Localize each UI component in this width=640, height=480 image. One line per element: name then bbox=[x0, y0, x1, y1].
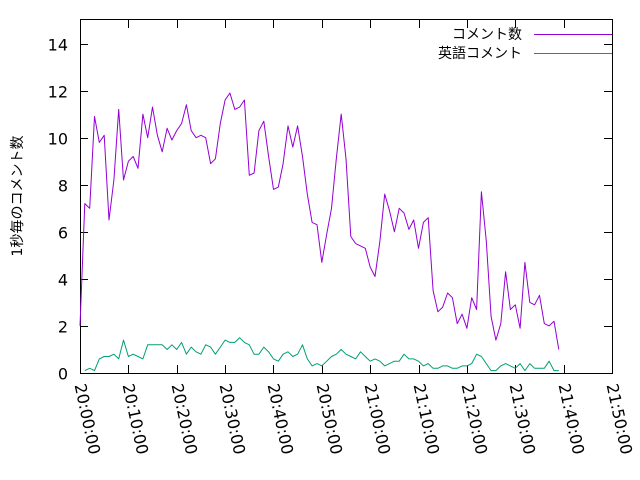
series-line-1 bbox=[84, 337, 559, 372]
x-tick-label: 20:30:00 bbox=[216, 382, 250, 456]
x-axis: 20:00:00 20:10:00 20:20:00 20:30:00 20:40:00… bbox=[71, 20, 637, 456]
x-tick-label: 20:20:00 bbox=[168, 382, 202, 456]
y-axis-label: 1秒毎のコメント数 bbox=[10, 136, 26, 257]
x-tick-label: 21:10:00 bbox=[410, 382, 444, 456]
x-tick-label: 20:40:00 bbox=[264, 382, 298, 456]
legend-label-1: 英語コメント bbox=[438, 45, 522, 62]
x-tick-label: 20:00:00 bbox=[71, 382, 105, 456]
y-tick-label: 12 bbox=[48, 83, 68, 102]
plot-frame bbox=[80, 19, 613, 374]
y-axis: 0 2 4 6 8 10 12 14 bbox=[48, 36, 612, 384]
x-tick-label: 21:40:00 bbox=[555, 382, 589, 456]
series-layer bbox=[79, 92, 560, 372]
y-tick-label: 2 bbox=[58, 318, 68, 337]
y-tick-label: 8 bbox=[58, 177, 68, 196]
x-tick-label: 20:50:00 bbox=[313, 382, 347, 456]
y-tick-label: 0 bbox=[58, 365, 68, 384]
x-tick-label: 20:10:00 bbox=[119, 382, 153, 456]
series-line-0 bbox=[79, 92, 560, 350]
y-tick-label: 10 bbox=[48, 130, 68, 149]
x-tick-label: 21:20:00 bbox=[458, 382, 492, 456]
x-tick-label: 21:00:00 bbox=[361, 382, 395, 456]
y-tick-label: 4 bbox=[58, 271, 68, 290]
y-tick-label: 6 bbox=[58, 224, 68, 243]
y-tick-label: 14 bbox=[48, 36, 68, 55]
legend-label-0: コメント数 bbox=[452, 27, 522, 43]
x-tick-label: 21:30:00 bbox=[506, 382, 540, 456]
x-tick-label: 21:50:00 bbox=[603, 382, 637, 456]
